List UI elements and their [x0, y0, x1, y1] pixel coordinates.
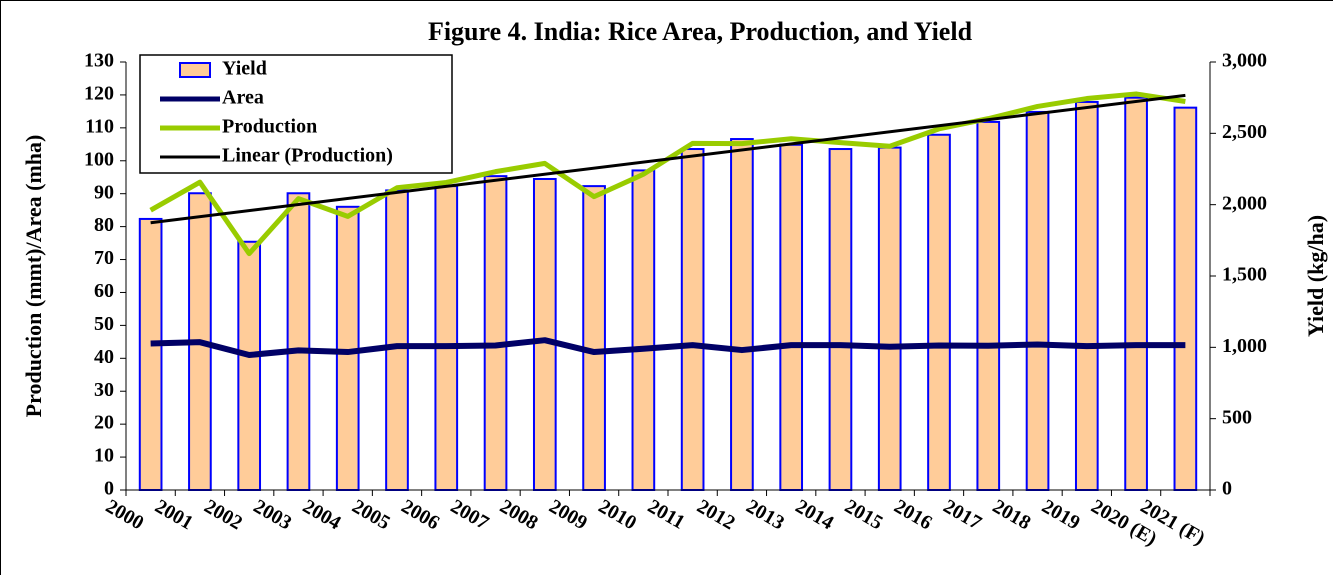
x-tick-label: 2017: [939, 495, 985, 534]
bar: [730, 138, 754, 491]
trendline: [150, 93, 1186, 225]
y2-tick-label: 2,500: [1222, 121, 1267, 143]
legend-label: Production: [222, 116, 317, 138]
bar: [877, 146, 902, 491]
y2-tick-label: 0: [1222, 478, 1232, 500]
line-series: [150, 337, 1186, 359]
y-tick-label: 110: [85, 115, 114, 137]
y2-tick-label: 500: [1222, 406, 1252, 428]
bar: [385, 189, 409, 491]
legend-label: Yield: [222, 58, 267, 80]
x-tick-label: 2019: [1038, 495, 1084, 534]
x-tick-label: 2007: [447, 495, 493, 534]
bar: [434, 185, 459, 491]
y-tick-label: 10: [94, 445, 114, 467]
x-tick-label: 2016: [890, 495, 936, 534]
y-tick-label: 0: [104, 478, 114, 500]
y2-tick-label: 1,000: [1222, 335, 1267, 357]
bar: [237, 240, 262, 491]
legend-swatch: [179, 62, 211, 78]
y-tick-label: 30: [94, 379, 114, 401]
legend-label: Area: [222, 87, 264, 109]
y-tick-label: 130: [84, 50, 114, 72]
bar: [680, 148, 705, 491]
x-tick-label: 2006: [397, 495, 443, 534]
y2-tick-label: 2,000: [1222, 192, 1267, 214]
bar: [631, 169, 656, 491]
y-tick-label: 100: [84, 148, 114, 170]
y-tick-label: 50: [94, 313, 114, 335]
chart-title: Figure 4. India: Rice Area, Production, …: [428, 17, 973, 46]
bar: [976, 120, 1001, 491]
x-tick-label: 2008: [496, 495, 542, 534]
y-tick-label: 60: [94, 280, 114, 302]
bar: [138, 217, 163, 492]
bar: [1124, 96, 1148, 492]
y-tick-label: 70: [94, 247, 114, 269]
x-tick-label: 2009: [545, 495, 591, 534]
x-tick-label: 2000: [102, 495, 148, 534]
y-tick-label: 120: [84, 83, 114, 105]
x-tick-label: 2003: [250, 495, 296, 534]
bar: [927, 133, 951, 491]
y-tick-label: 90: [94, 181, 114, 203]
x-tick-label: 2001: [151, 495, 197, 534]
y-axis-title: Production (mmt)/Area (mha): [21, 135, 46, 418]
bar: [779, 143, 804, 491]
y2-axis-title: Yield (kg/ha): [1303, 215, 1328, 337]
x-tick-label: 2005: [348, 495, 394, 534]
x-tick-label: 2014: [792, 495, 838, 534]
bar: [1173, 106, 1198, 492]
x-tick-label: 2010: [595, 495, 641, 534]
bar: [483, 175, 508, 491]
x-tick-label: 2011: [644, 495, 689, 534]
y-tick-label: 40: [94, 346, 114, 368]
y2-tick-label: 1,500: [1222, 264, 1267, 286]
bar: [532, 177, 557, 491]
x-tick-label: 2013: [742, 495, 788, 534]
y-tick-label: 80: [94, 214, 114, 236]
y-tick-label: 20: [94, 412, 114, 434]
bar: [582, 185, 606, 491]
bar: [1025, 110, 1050, 492]
bar: [1074, 100, 1099, 492]
x-tick-label: 2004: [299, 495, 345, 534]
x-tick-label: 2015: [841, 495, 887, 534]
x-tick-label: 2002: [200, 495, 246, 534]
legend-label: Linear (Production): [222, 145, 393, 167]
bar: [286, 192, 311, 491]
x-tick-label: 2018: [989, 495, 1035, 534]
y2-tick-label: 3,000: [1222, 50, 1267, 72]
x-tick-label: 2012: [693, 495, 739, 534]
bar: [828, 148, 853, 491]
